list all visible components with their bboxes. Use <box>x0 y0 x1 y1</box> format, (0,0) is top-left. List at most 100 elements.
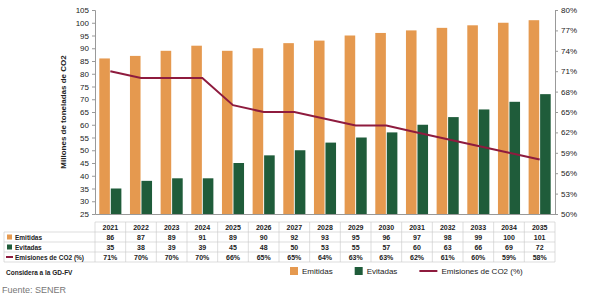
y-tick: 95 <box>80 32 95 41</box>
tick-label: 70 <box>80 95 89 104</box>
tick-label: 2034 <box>501 224 517 231</box>
table-rule <box>95 222 555 223</box>
tick-mark <box>555 194 558 195</box>
y-tick: 40 <box>80 172 95 181</box>
y2-tick: 74% <box>555 47 577 56</box>
tick-label: 71% <box>561 67 577 76</box>
bar <box>203 178 214 214</box>
tick-label: 85 <box>80 57 89 66</box>
table-rule <box>340 222 341 262</box>
tick-label: 62% <box>561 128 577 137</box>
table-rule <box>4 232 5 262</box>
data-label: 35 <box>106 244 114 251</box>
data-label: 59% <box>502 254 517 261</box>
tick-mark <box>555 71 558 72</box>
bar <box>387 132 398 214</box>
tick-label: 65% <box>561 108 577 117</box>
data-label: 65% <box>257 254 272 261</box>
tick-mark <box>555 92 558 93</box>
tick-label: 77% <box>561 26 577 35</box>
data-label: 60% <box>471 254 486 261</box>
bar <box>406 30 417 214</box>
tick-mark <box>555 30 558 31</box>
bar <box>448 117 459 214</box>
tick-label: 2024 <box>195 224 211 231</box>
data-label: 99 <box>474 234 482 241</box>
bar <box>437 28 448 214</box>
row-key <box>7 235 12 240</box>
row-header: Emisiones de CO2 (%) <box>15 254 84 262</box>
table-rule <box>248 222 249 262</box>
tick-label: 35 <box>80 185 89 194</box>
data-label: 70% <box>195 254 210 261</box>
data-label: 48 <box>260 244 268 251</box>
tick-label: 2026 <box>256 224 272 231</box>
table-rule <box>432 222 433 262</box>
tick-label: 2031 <box>409 224 425 231</box>
tick-mark <box>92 112 95 113</box>
bar <box>161 51 172 214</box>
data-label: 55 <box>352 244 360 251</box>
tick-mark <box>555 10 558 11</box>
bar <box>222 51 233 214</box>
bar <box>141 181 152 214</box>
table-rule <box>493 222 494 262</box>
tick-label: 45 <box>80 159 89 168</box>
table-rule <box>4 262 555 263</box>
y-tick: 45 <box>80 159 95 168</box>
tick-label: 2023 <box>164 224 180 231</box>
y2-axis: 50%53%56%59%62%65%68%71%74%77%80% <box>555 6 577 219</box>
bar <box>417 125 428 214</box>
tick-label: 50 <box>80 146 89 155</box>
data-label: 70% <box>165 254 180 261</box>
y2-tick: 77% <box>555 26 577 35</box>
tick-label: 2025 <box>225 224 241 231</box>
tick-label: 2027 <box>287 224 303 231</box>
tick-mark <box>92 74 95 75</box>
y-tick: 60 <box>80 121 95 130</box>
tick-label: 100 <box>76 19 90 28</box>
tick-mark <box>92 99 95 100</box>
y-tick: 90 <box>80 44 95 53</box>
legend-label: Emisiones de CO2 (%) <box>441 267 523 276</box>
table-rule <box>279 222 280 262</box>
bar <box>191 46 202 214</box>
tick-label: 90 <box>80 44 89 53</box>
legend: EmitidasEvitadasEmisiones de CO2 (%) <box>290 267 523 276</box>
y-tick: 100 <box>76 19 95 28</box>
y-tick: 55 <box>80 134 95 143</box>
table-rule <box>217 222 218 262</box>
tick-label: 30 <box>80 197 89 206</box>
tick-mark <box>92 36 95 37</box>
bar <box>509 102 520 214</box>
data-label: 87 <box>137 234 145 241</box>
data-label: 64% <box>318 254 333 261</box>
bar <box>295 150 306 214</box>
row-header: Evitadas <box>15 244 42 251</box>
tick-label: 105 <box>76 6 90 15</box>
y2-tick: 68% <box>555 88 577 97</box>
tick-label: 59% <box>561 149 577 158</box>
bar <box>233 163 244 214</box>
y-tick: 35 <box>80 185 95 194</box>
table-rule <box>309 222 310 262</box>
bar <box>540 94 551 214</box>
tick-label: 40 <box>80 172 89 181</box>
data-label: 93 <box>321 234 329 241</box>
bar <box>111 189 122 215</box>
data-label: 45 <box>229 244 237 251</box>
table-rule <box>463 222 464 262</box>
data-label: 71% <box>103 254 118 261</box>
x-axis: 2021202220232024202520262027202820292030… <box>96 214 556 231</box>
tick-mark <box>92 214 95 215</box>
tick-label: 60 <box>80 121 89 130</box>
tick-label: 53% <box>561 190 577 199</box>
data-label: 90 <box>260 234 268 241</box>
tick-label: 2032 <box>440 224 456 231</box>
data-label: 89 <box>168 234 176 241</box>
line <box>110 71 539 159</box>
tick-mark <box>92 61 95 62</box>
bar <box>130 56 141 214</box>
tick-mark <box>555 132 558 133</box>
data-label: 72 <box>536 244 544 251</box>
